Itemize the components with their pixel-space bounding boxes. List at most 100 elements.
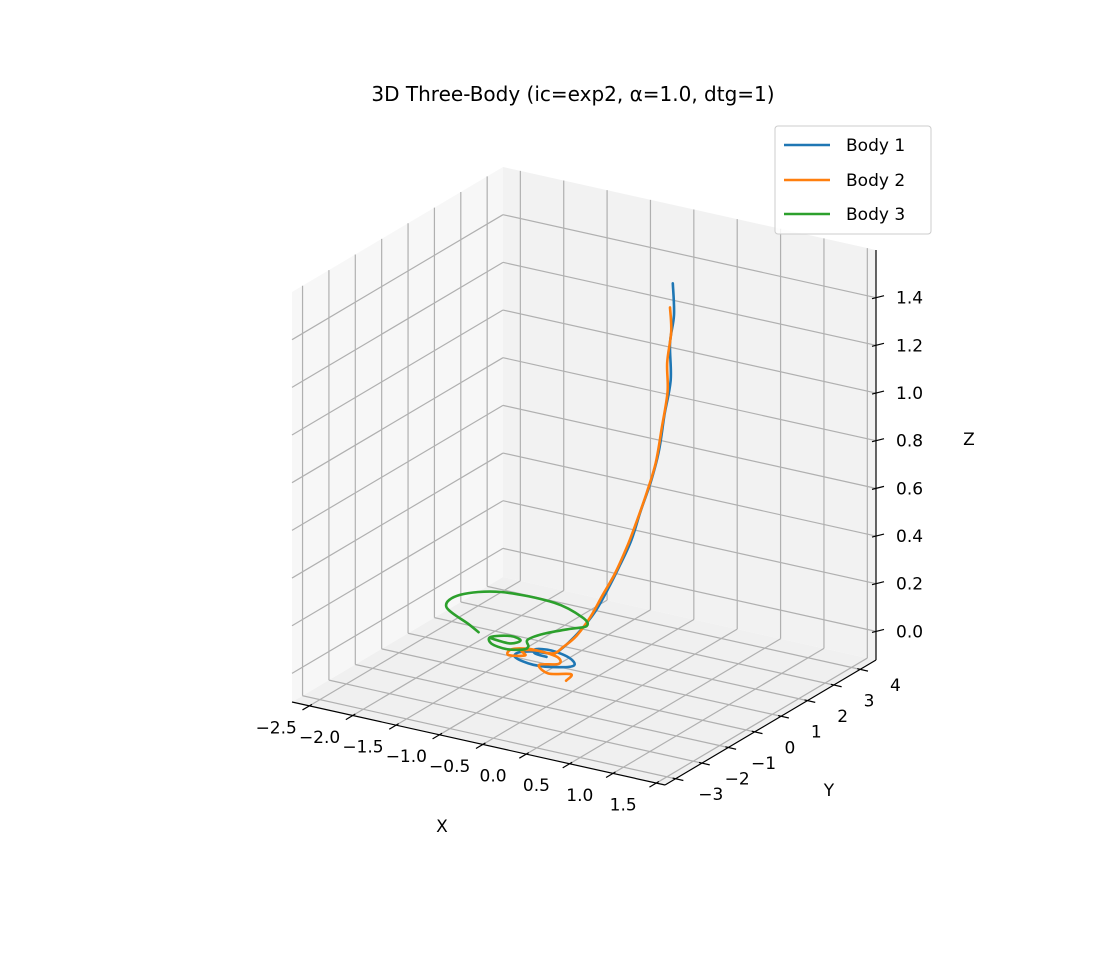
z-tick-mark — [871, 533, 885, 538]
grid-line-z-wall — [291, 547, 504, 674]
x-tick-label: 1.0 — [566, 786, 593, 806]
x-tick-mark — [519, 752, 530, 759]
tick-labels: −2.5 −2.0 −1.5 −1.0 −0.5 0.0 0.5 1.0 1.5−3−2−101… — [256, 289, 923, 816]
grid-line-z-back — [502, 500, 877, 585]
x-tick-label: −2.0 — [299, 728, 340, 748]
z-tick-mark — [871, 438, 885, 443]
x-tick-label: −2.5 — [256, 718, 297, 738]
legend-frame — [774, 125, 932, 235]
grid-line-z-wall — [291, 309, 504, 436]
back-wall-pane — [503, 167, 876, 660]
y-tick-mark — [751, 730, 763, 735]
grid-line-x-floor — [525, 628, 738, 755]
z-tick-mark — [871, 390, 885, 395]
z-tick-label: 1.0 — [896, 384, 923, 404]
x-tick-mark — [475, 742, 486, 750]
grid-line-z-back — [502, 452, 877, 537]
x-tick-label: 0.0 — [480, 767, 507, 787]
y-tick-mark — [698, 761, 710, 766]
legend: Body 1 Body 2 Body 3 — [774, 125, 932, 235]
grid-line-z-wall — [291, 214, 504, 341]
grid-line-x-floor — [352, 589, 565, 717]
grid-line-z-back — [502, 214, 877, 299]
x-tick-mark — [649, 781, 660, 788]
grid-line-y-floor — [434, 617, 808, 702]
y-tick-label: 2 — [837, 707, 848, 727]
grid-line-y-floor — [460, 601, 834, 686]
z-tick-mark — [871, 342, 885, 347]
y-tick-mark — [830, 683, 842, 688]
left-wall-pane — [292, 167, 503, 702]
x-axis-line — [291, 701, 666, 786]
z-tick-label: 0.8 — [896, 432, 923, 452]
y-tick-label: 3 — [864, 691, 875, 711]
x-tick-label: 0.5 — [523, 776, 550, 796]
x-tick-mark — [432, 732, 443, 740]
z-tick-mark — [871, 628, 885, 633]
y-tick-label: −3 — [698, 785, 723, 805]
axis-lines — [291, 250, 877, 786]
x-tick-label: −1.0 — [386, 747, 427, 767]
grid-line-x-floor — [395, 599, 608, 726]
z-tick-label: 1.2 — [896, 336, 923, 356]
grid-line-x-floor — [482, 618, 695, 745]
x-axis-label: X — [436, 817, 448, 837]
grid-line-z-wall — [291, 500, 504, 627]
y-axis-label: Y — [823, 781, 835, 801]
grid-line-y-floor — [302, 695, 676, 780]
z-axis-label: Z — [963, 430, 975, 450]
grid-line-z-back — [502, 404, 877, 489]
grid-line-z-back — [502, 357, 877, 442]
legend-label-body-2: Body 2 — [846, 171, 905, 191]
chart-title: 3D Three-Body (ic=exp2, α=1.0, dtg=1) — [371, 82, 774, 106]
y-tick-label: 0 — [784, 738, 795, 758]
grid-lines — [291, 170, 877, 784]
grid-line-z-back — [502, 547, 877, 632]
z-tick-label: 0.4 — [896, 527, 923, 547]
trajectory-body-2 — [506, 306, 673, 682]
grid-line-z-back — [502, 261, 877, 346]
grid-line-x-floor — [569, 638, 781, 765]
grid-line-z-wall — [291, 261, 504, 388]
grid-line-x-floor — [612, 647, 825, 774]
z-tick-label: 0.2 — [896, 575, 923, 595]
y-tick-mark — [777, 715, 789, 719]
z-tick-mark — [871, 485, 885, 490]
grid-line-y-floor — [328, 679, 703, 764]
y-tick-label: 4 — [890, 676, 901, 696]
x-tick-mark — [302, 703, 313, 711]
x-tick-mark — [605, 771, 616, 779]
grid-line-y-floor — [407, 632, 782, 717]
tick-marks — [302, 295, 885, 788]
grid-line-y-floor — [381, 648, 755, 733]
x-tick-mark — [562, 761, 573, 769]
trajectory-body-3 — [444, 590, 590, 652]
x-tick-label: 1.5 — [610, 795, 637, 815]
grid-line-z-wall — [291, 357, 504, 484]
z-tick-mark — [871, 295, 885, 300]
y-tick-label: −2 — [725, 770, 750, 790]
z-tick-label: 0.6 — [896, 479, 923, 499]
y-tick-mark — [725, 746, 737, 750]
grid-line-x-floor — [656, 657, 868, 784]
x-tick-label: −0.5 — [429, 757, 470, 777]
grid-line-y-floor — [355, 663, 729, 749]
legend-label-body-3: Body 3 — [846, 205, 905, 225]
z-tick-mark — [871, 581, 885, 586]
x-tick-mark — [345, 713, 356, 721]
legend-label-body-1: Body 1 — [846, 136, 905, 156]
x-tick-label: −1.5 — [342, 738, 383, 758]
y-tick-mark — [857, 668, 869, 672]
y-tick-mark — [672, 777, 684, 782]
y-tick-label: −1 — [751, 754, 776, 774]
grid-line-z-back — [502, 309, 877, 394]
grid-line-z-wall — [291, 452, 504, 579]
z-tick-label: 0.0 — [896, 622, 923, 642]
grid-line-z-wall — [291, 404, 504, 531]
y-axis-line — [664, 659, 877, 786]
axes-panes — [292, 167, 876, 785]
y-tick-mark — [804, 699, 816, 703]
y-tick-label: 1 — [811, 723, 822, 743]
trajectories — [444, 282, 676, 682]
